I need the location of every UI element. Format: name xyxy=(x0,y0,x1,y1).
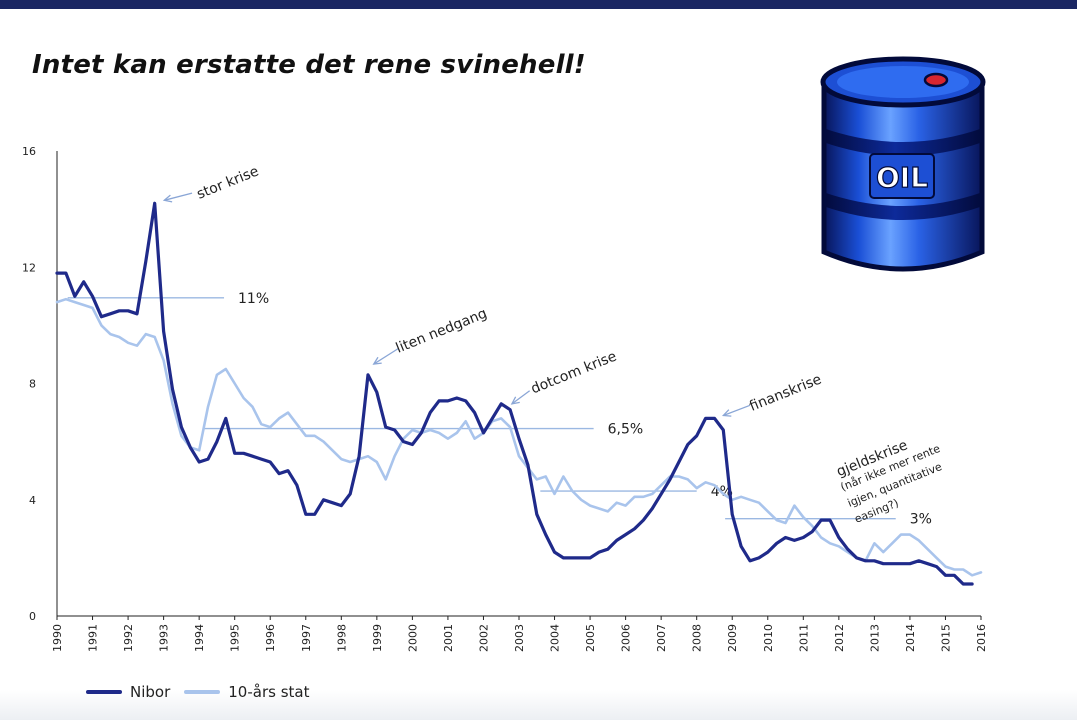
legend-swatch-10ars-stat xyxy=(184,690,221,694)
y-tick-label-12: 12 xyxy=(22,261,36,274)
x-tick-label-2004: 2004 xyxy=(549,624,562,652)
top-bar xyxy=(0,0,1077,9)
x-tick-label-1994: 1994 xyxy=(193,624,206,652)
x-tick-label-1995: 1995 xyxy=(229,624,242,652)
x-tick-label-2005: 2005 xyxy=(584,624,597,652)
reference-label-0: 11% xyxy=(238,291,269,307)
oil-barrel-icon: OIL xyxy=(820,56,986,272)
x-tick-label-1990: 1990 xyxy=(51,624,64,652)
x-tick-label-1993: 1993 xyxy=(158,624,171,652)
legend-label-10ars-stat: 10-års stat xyxy=(228,683,310,701)
x-tick-label-2011: 2011 xyxy=(797,624,810,652)
annotation-liten-nedgang-arrow xyxy=(373,348,399,365)
y-tick-label-4: 4 xyxy=(29,494,36,507)
annotation-finanskrise-arrow xyxy=(723,404,751,417)
reference-label-3: 3% xyxy=(910,512,932,528)
legend-swatch-nibor xyxy=(86,690,122,694)
reference-label-1: 6,5% xyxy=(608,422,644,438)
x-tick-label-1992: 1992 xyxy=(122,624,135,652)
annotation-stor-krise-arrow xyxy=(164,192,193,201)
annotation-stor-krise-arrowhead xyxy=(162,194,173,203)
x-tick-label-2003: 2003 xyxy=(513,624,526,652)
legend-item-10ars-stat: 10-års stat xyxy=(184,683,309,701)
x-tick-label-1991: 1991 xyxy=(87,624,100,652)
slide-title: Intet kan erstatte det rene svinehell! xyxy=(32,50,586,80)
y-tick-label-0: 0 xyxy=(29,610,36,623)
x-tick-label-2008: 2008 xyxy=(691,624,704,652)
annotation-stor-krise-text: stor krise xyxy=(195,163,261,202)
annotation-liten-nedgang-arrowhead xyxy=(372,356,382,365)
x-tick-label-1998: 1998 xyxy=(335,624,348,652)
legend-label-nibor: Nibor xyxy=(130,683,171,701)
legend: Nibor 10-års stat xyxy=(86,682,323,702)
x-tick-label-2013: 2013 xyxy=(868,624,881,652)
x-tick-label-2000: 2000 xyxy=(406,624,419,652)
x-tick-label-2006: 2006 xyxy=(620,624,633,652)
x-tick-label-1999: 1999 xyxy=(371,624,384,652)
x-tick-label-1997: 1997 xyxy=(300,624,313,652)
x-tick-label-1996: 1996 xyxy=(264,624,277,652)
x-tick-label-2001: 2001 xyxy=(442,624,455,652)
x-tick-label-2015: 2015 xyxy=(939,624,952,652)
legend-item-nibor: Nibor xyxy=(86,683,170,701)
annotation-finanskrise-arrowhead xyxy=(721,409,732,417)
annotation-liten-nedgang-text: liten nedgang xyxy=(394,306,490,357)
x-tick-label-2010: 2010 xyxy=(762,624,775,652)
x-tick-label-2014: 2014 xyxy=(904,624,917,652)
x-tick-label-2002: 2002 xyxy=(477,624,490,652)
x-tick-label-2012: 2012 xyxy=(833,624,846,652)
oil-label: OIL xyxy=(876,161,928,194)
chart: 0 4 8 12 16 1990 1991 1992 1993 1994 1995 1996 1997 1… xyxy=(22,145,988,652)
y-tick-label-8: 8 xyxy=(29,378,36,391)
x-tick-label-2009: 2009 xyxy=(726,624,739,652)
annotation-finanskrise-text: finanskrise xyxy=(747,371,824,414)
annotation-dotcom-krise-arrow xyxy=(511,390,531,405)
series-line-10ars-stat xyxy=(55,297,983,577)
x-tick-label-2016: 2016 xyxy=(975,624,988,652)
series-line-nibor xyxy=(55,201,974,586)
y-tick-label-16: 16 xyxy=(22,145,36,158)
x-tick-label-2007: 2007 xyxy=(655,624,668,652)
annotation-dotcom-krise-text: dotcom krise xyxy=(529,348,619,397)
annotation-dotcom-krise-arrowhead xyxy=(510,396,520,405)
